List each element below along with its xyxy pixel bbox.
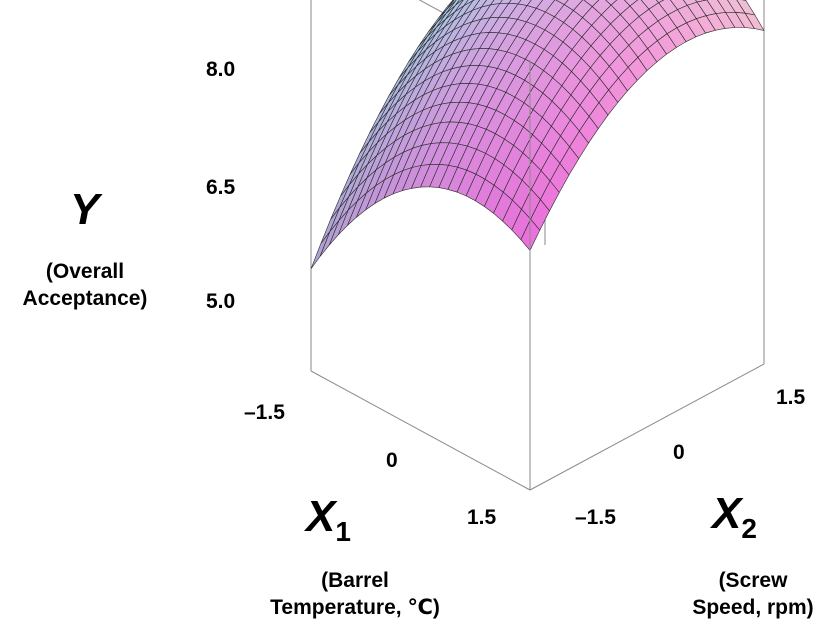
z-tick-label: 8.0 (206, 58, 236, 81)
surface-cell (310, 231, 331, 269)
x2-tick-label: 1.5 (776, 386, 806, 409)
x1-axis-symbol: X1 (306, 495, 351, 554)
x1-tick-label: 0 (386, 449, 398, 472)
x1-symbol-subscript: 1 (335, 516, 351, 547)
x2-tick-label: –1.5 (575, 506, 616, 529)
x1-symbol-text: X (306, 492, 336, 541)
box-edge (529, 363, 765, 491)
z-tick-label: 6.5 (206, 176, 236, 199)
x2-axis-label-line: Speed, rpm) (692, 596, 814, 619)
x2-axis-symbol: X2 (712, 492, 757, 551)
x2-tick-label: 0 (673, 441, 685, 464)
z-axis-label-line: (Overall (45, 260, 125, 283)
x1-axis-label: (Barrel Temperature, ℃) (252, 567, 458, 621)
z-axis-label: (Overall Acceptance) (0, 258, 170, 312)
x1-axis-label-line: (Barrel (321, 569, 389, 592)
x1-tick-label: 1.5 (467, 506, 497, 529)
x2-symbol-text: X (712, 489, 742, 538)
z-axis-label-line: Acceptance) (22, 287, 148, 310)
z-axis-symbol: Y (70, 185, 100, 234)
x2-axis-label-line: (Screw (718, 569, 788, 592)
box-front-edges (310, 60, 765, 491)
response-surface (310, 0, 765, 269)
x2-axis-label: (Screw Speed, rpm) (680, 567, 826, 621)
x1-axis-label-line: Temperature, ℃) (270, 596, 440, 619)
x2-symbol-subscript: 2 (741, 513, 757, 544)
box-edge (310, 370, 531, 491)
x1-tick-label: –1.5 (244, 401, 285, 424)
z-tick-label: 5.0 (206, 290, 236, 313)
